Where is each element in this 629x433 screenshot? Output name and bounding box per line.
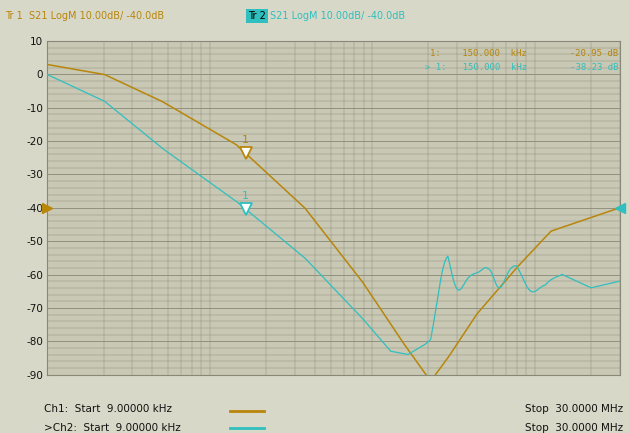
Text: 1: 1 xyxy=(242,191,249,201)
Text: 1:    150.000  kHz        -20.95 dB: 1: 150.000 kHz -20.95 dB xyxy=(430,49,618,58)
Text: Stop  30.0000 MHz: Stop 30.0000 MHz xyxy=(525,423,623,433)
Text: Tr 2: Tr 2 xyxy=(248,11,266,21)
Text: Ch1:  Start  9.00000 kHz: Ch1: Start 9.00000 kHz xyxy=(44,404,172,414)
Text: S21 LogM 10.00dB/ -40.0dB: S21 LogM 10.00dB/ -40.0dB xyxy=(270,11,406,21)
Text: Tr 1  S21 LogM 10.00dB/ -40.0dB: Tr 1 S21 LogM 10.00dB/ -40.0dB xyxy=(5,11,164,21)
Text: >Ch2:  Start  9.00000 kHz: >Ch2: Start 9.00000 kHz xyxy=(44,423,181,433)
Text: 1: 1 xyxy=(242,135,249,145)
Text: > 1:   150.000  kHz        -38.23 dB: > 1: 150.000 kHz -38.23 dB xyxy=(425,63,618,72)
Text: Stop  30.0000 MHz: Stop 30.0000 MHz xyxy=(525,404,623,414)
